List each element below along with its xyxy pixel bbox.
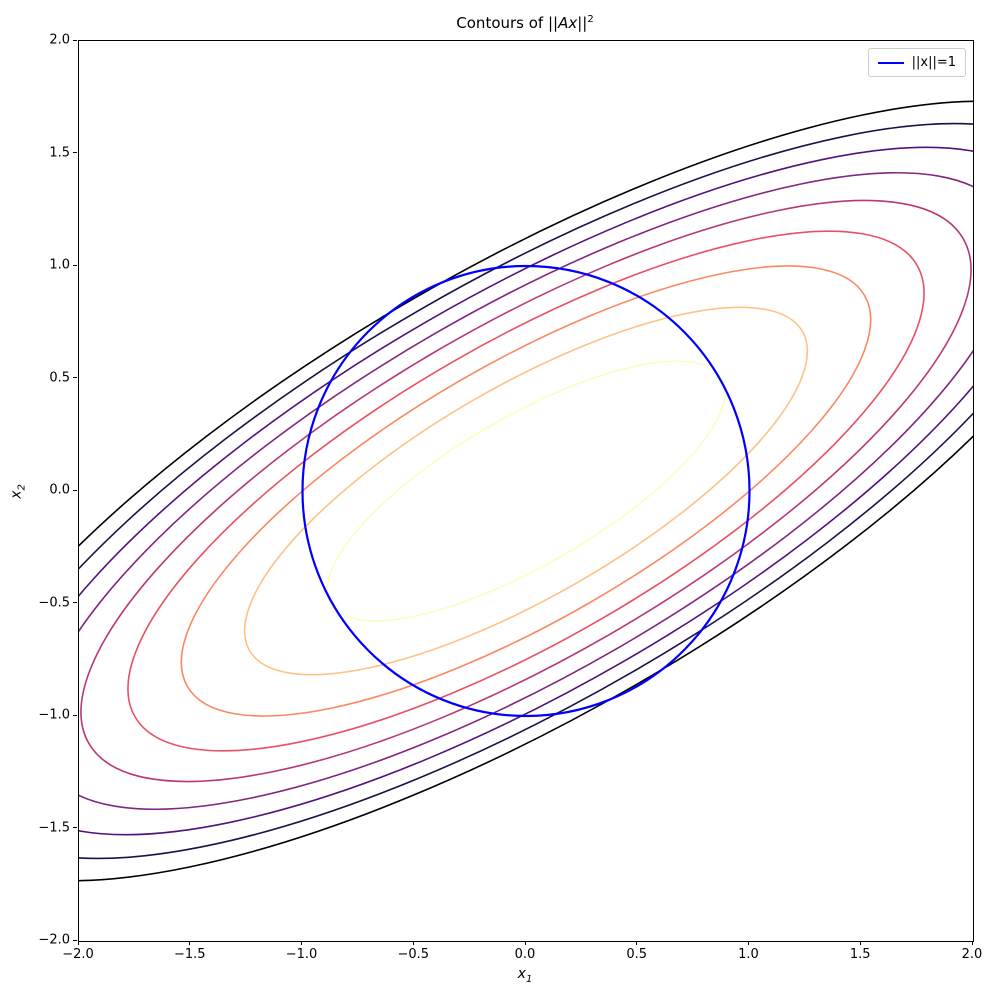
- x-tick-label: −1.5: [173, 947, 206, 962]
- contour-plot-canvas: [79, 100, 973, 882]
- y-tick-label: 0.5: [49, 370, 70, 385]
- y-tick-mark: [73, 602, 77, 603]
- x-tick-label: 1.5: [849, 947, 871, 962]
- legend-line-sample: [877, 61, 904, 64]
- x-tick-label: −0.5: [397, 947, 430, 962]
- plot-area: ||x||=1: [78, 40, 974, 942]
- y-tick-label: 0.0: [49, 482, 70, 498]
- contour-line-level-5: [80, 199, 972, 783]
- x-tick-mark: [524, 941, 526, 945]
- y-tick-mark: [73, 39, 77, 41]
- x-tick-label: −1.0: [285, 947, 318, 962]
- y-tick-mark: [73, 939, 77, 941]
- y-axis-label: x2: [8, 484, 28, 499]
- contour-line-level-4: [127, 230, 925, 752]
- y-tick-label: 2.0: [49, 32, 70, 48]
- x-tick-mark: [301, 941, 302, 945]
- contour-line-level-7: [79, 146, 973, 836]
- y-tick-label: −2.0: [38, 932, 70, 948]
- y-tick-mark: [73, 489, 77, 491]
- y-tick-mark: [73, 377, 77, 378]
- y-tick-label: 1.0: [49, 257, 70, 273]
- x-tick-mark: [636, 941, 638, 945]
- x-tick-label: −2.0: [62, 947, 94, 962]
- legend-label: ||x||=1: [911, 55, 956, 70]
- chart-title-suffix: ||: [577, 14, 588, 32]
- y-tick-label: −0.5: [38, 595, 70, 610]
- x-tick-label: 1.0: [738, 947, 759, 962]
- contour-line-level-8: [79, 122, 973, 860]
- x-tick-label: 0.5: [626, 947, 648, 962]
- y-tick-label: −1.5: [38, 820, 70, 835]
- y-tick-label: −1.0: [38, 707, 70, 723]
- y-tick-mark: [73, 714, 77, 716]
- x-tick-mark: [971, 941, 973, 945]
- contour-line-level-3: [180, 265, 872, 717]
- x-tick-mark: [189, 941, 191, 945]
- y-tick-label: 1.5: [49, 145, 70, 160]
- contour-line-level-1: [326, 360, 726, 622]
- chart-title-prefix: Contours of ||: [456, 14, 559, 32]
- x-tick-label: 2.0: [961, 947, 983, 962]
- y-tick-mark: [73, 827, 77, 828]
- x-tick-mark: [859, 941, 861, 945]
- x-tick-mark: [748, 941, 749, 945]
- x-axis-label: x1: [517, 966, 533, 985]
- unit-circle: [301, 264, 751, 718]
- contour-line-level-9: [79, 100, 973, 882]
- y-tick-mark: [73, 152, 77, 153]
- contour-line-level-2: [243, 306, 809, 676]
- legend: ||x||=1: [867, 48, 966, 77]
- chart-title: Contours of ||Ax||2: [78, 14, 972, 32]
- chart-title-exponent: 2: [587, 14, 594, 25]
- x-tick-mark: [77, 941, 79, 945]
- chart-title-math: Ax: [558, 14, 578, 32]
- x-tick-label: 0.0: [514, 947, 536, 962]
- contour-line-level-6: [79, 172, 973, 810]
- y-tick-mark: [73, 264, 77, 266]
- x-tick-mark: [412, 941, 414, 945]
